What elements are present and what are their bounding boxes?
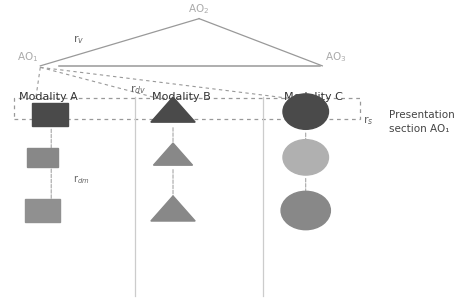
Bar bbox=[14, 98, 360, 119]
Bar bbox=[27, 148, 58, 167]
Text: r$_{dm}$: r$_{dm}$ bbox=[73, 174, 90, 186]
Text: Modality B: Modality B bbox=[152, 92, 210, 102]
Text: Modality A: Modality A bbox=[19, 92, 78, 102]
Text: r$_v$: r$_v$ bbox=[73, 33, 85, 46]
Ellipse shape bbox=[283, 140, 328, 175]
Text: AO$_1$: AO$_1$ bbox=[17, 50, 38, 64]
Text: AO$_2$: AO$_2$ bbox=[189, 2, 210, 16]
Text: Modality C: Modality C bbox=[284, 92, 343, 102]
Bar bbox=[25, 199, 61, 222]
Polygon shape bbox=[151, 196, 195, 221]
Polygon shape bbox=[154, 143, 192, 165]
Bar bbox=[32, 104, 68, 126]
Text: r$_s$: r$_s$ bbox=[363, 114, 373, 127]
Text: section AO₁: section AO₁ bbox=[389, 124, 449, 134]
Polygon shape bbox=[151, 97, 195, 122]
Ellipse shape bbox=[283, 94, 328, 129]
Text: Presentation: Presentation bbox=[389, 110, 455, 120]
Ellipse shape bbox=[281, 191, 330, 230]
Text: AO$_3$: AO$_3$ bbox=[325, 50, 346, 64]
Text: r$_{dv}$: r$_{dv}$ bbox=[130, 83, 146, 96]
